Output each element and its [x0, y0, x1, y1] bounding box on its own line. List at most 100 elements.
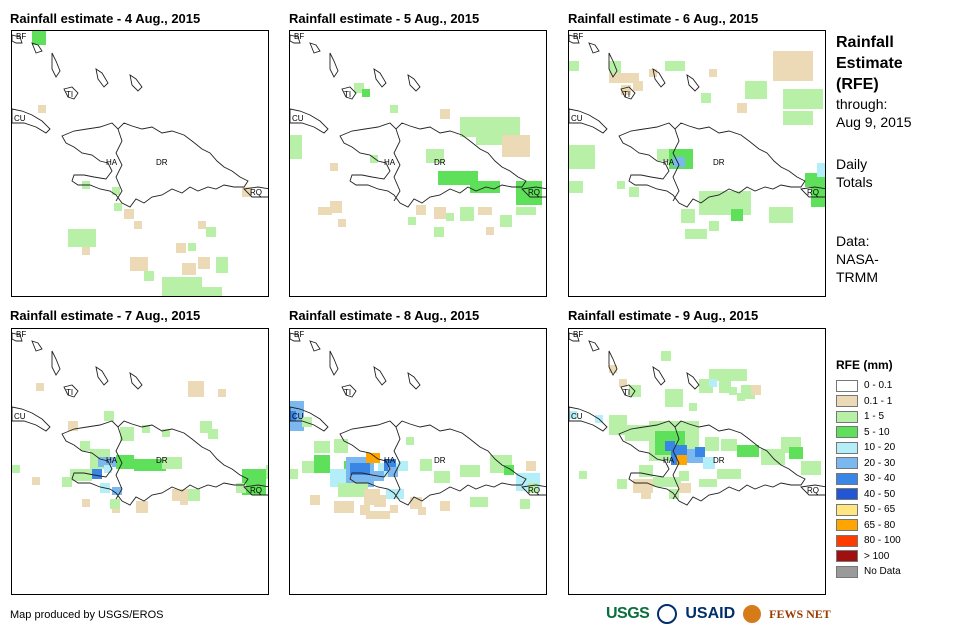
rainfall-cell — [476, 131, 506, 145]
puerto-rico-outline — [800, 186, 825, 198]
rainfall-cell — [665, 389, 683, 407]
rainfall-cell — [406, 437, 414, 445]
rainfall-cell — [621, 85, 631, 95]
bahamas-outline — [31, 340, 143, 390]
rainfall-cell — [388, 467, 398, 477]
rainfall-cell — [695, 447, 705, 457]
rainfall-cell — [390, 105, 398, 113]
side-data-line3: TRMM — [836, 269, 878, 285]
rainfall-map-aug-9: BF CU TI HA DR RQ — [568, 328, 826, 595]
rainfall-cell — [110, 499, 120, 509]
country-label-ha: HA — [106, 456, 118, 465]
rainfall-cell — [130, 257, 148, 271]
rainfall-cell — [745, 81, 767, 99]
cuba-outline — [569, 34, 580, 44]
legend-row: 50 - 65 — [836, 502, 901, 518]
rainfall-cell — [32, 477, 40, 485]
country-label-ha: HA — [663, 158, 675, 167]
cuba-outline — [290, 34, 301, 44]
country-label-bf: BF — [294, 32, 304, 41]
rainfall-cell — [290, 469, 298, 479]
turks-caicos-outline — [620, 86, 636, 100]
rainfall-cell — [92, 469, 102, 479]
country-label-bf: BF — [573, 330, 583, 339]
rainfall-cell — [208, 429, 218, 439]
rainfall-cell — [426, 149, 444, 163]
legend-swatch — [836, 441, 858, 454]
rainfall-cell — [478, 207, 492, 215]
rainfall-cell — [334, 501, 354, 513]
rainfall-cell — [438, 171, 478, 185]
rainfall-cell — [699, 191, 751, 215]
panel-title-6: Rainfall estimate - 9 Aug., 2015 — [568, 308, 759, 323]
rainfall-cell — [144, 271, 154, 281]
rainfall-cell — [338, 219, 346, 227]
rainfall-cell — [310, 495, 320, 505]
map-credit: Map produced by USGS/EROS — [10, 609, 164, 621]
turks-caicos-outline — [620, 384, 636, 398]
rainfall-cell — [661, 351, 671, 361]
country-label-ti: TI — [623, 90, 630, 99]
legend-label: 0.1 - 1 — [864, 395, 893, 407]
rainfall-cell — [366, 453, 380, 463]
rainfall-cell — [446, 213, 454, 221]
turks-caicos-outline — [341, 384, 357, 398]
rainfall-cell — [500, 215, 512, 227]
panel-title-5: Rainfall estimate - 8 Aug., 2015 — [289, 308, 480, 323]
rfe-legend: RFE (mm) 0 - 0.1 0.1 - 1 1 - 5 5 - 10 10 - 2… — [836, 358, 901, 580]
country-label-dr: DR — [156, 456, 168, 465]
legend-swatch — [836, 395, 858, 408]
bahamas-outline — [31, 42, 143, 92]
rainfall-cell — [737, 445, 759, 457]
puerto-rico-outline — [800, 484, 825, 496]
rainfall-cell — [206, 227, 216, 237]
rainfall-map-aug-6: BF CU TI HA DR RQ — [568, 30, 826, 297]
side-through-label: through: — [836, 96, 888, 112]
country-label-dr: DR — [156, 158, 168, 167]
country-label-ti: TI — [623, 388, 630, 397]
legend-swatch — [836, 426, 858, 439]
rainfall-cell — [617, 479, 627, 489]
rainfall-cell — [434, 227, 444, 237]
rainfall-cell — [773, 51, 813, 81]
country-label-ti: TI — [344, 388, 351, 397]
country-label-ti: TI — [66, 388, 73, 397]
rainfall-cell — [120, 427, 134, 441]
country-label-rq: RQ — [807, 486, 819, 495]
haiti-dr-border — [393, 128, 401, 202]
country-label-rq: RQ — [528, 188, 540, 197]
rainfall-cell — [486, 227, 494, 235]
rainfall-cell — [36, 383, 44, 391]
turks-caicos-outline — [63, 86, 79, 100]
rainfall-cell — [82, 499, 90, 507]
usgs-logo: USGS — [606, 605, 650, 622]
rainfall-cell — [649, 69, 657, 77]
rainfall-cell — [629, 187, 639, 197]
country-label-bf: BF — [294, 330, 304, 339]
usaid-logo: USAID — [685, 605, 736, 622]
rainfall-cell — [717, 369, 747, 381]
side-title-line1: Rainfall — [836, 34, 894, 51]
bahamas-outline — [588, 340, 700, 390]
rainfall-cell — [639, 465, 653, 477]
rainfall-cell — [366, 511, 390, 519]
rainfall-cell — [665, 441, 675, 451]
turks-caicos-outline — [341, 86, 357, 100]
rainfall-cell — [665, 61, 685, 71]
rainfall-cell — [176, 243, 186, 253]
rainfall-cell — [569, 145, 595, 169]
legend-label: 10 - 20 — [864, 442, 896, 454]
legend-row: 40 - 50 — [836, 487, 901, 503]
rainfall-cell — [440, 501, 450, 511]
rainfall-cell — [82, 247, 90, 255]
rainfall-cell — [68, 229, 96, 247]
puerto-rico-outline — [243, 484, 268, 496]
rainfall-cell — [526, 461, 536, 471]
rainfall-cell — [362, 89, 370, 97]
rainfall-cell — [460, 465, 480, 477]
rainfall-cell — [370, 155, 378, 163]
hispaniola-outline — [618, 420, 806, 506]
side-info: Rainfall Estimate (RFE) through: Aug 9, … — [836, 32, 912, 286]
legend-label: No Data — [864, 566, 901, 578]
legend-label: > 100 — [864, 550, 890, 562]
